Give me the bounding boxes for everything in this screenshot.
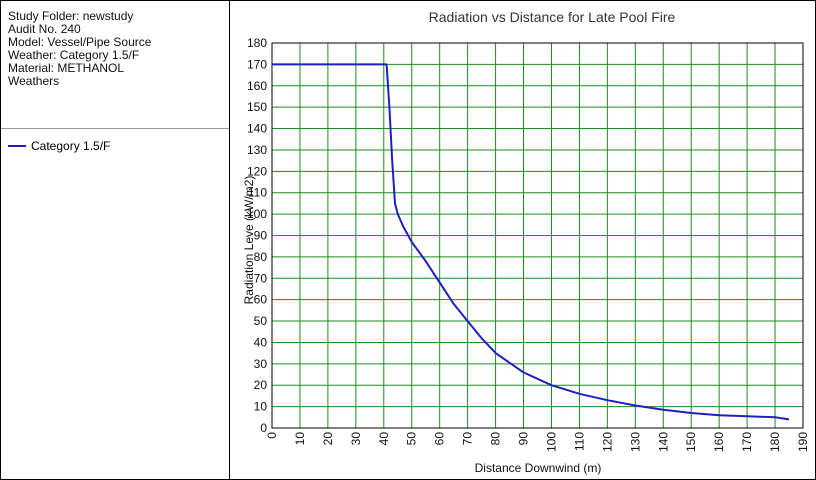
- info-panel: Study Folder: newstudy Audit No. 240 Mod…: [1, 1, 230, 479]
- y-tick-label: 110: [248, 186, 267, 200]
- x-axis-label: Distance Downwind (m): [475, 461, 602, 475]
- y-tick-label: 180: [247, 36, 267, 50]
- y-tick-label: 70: [254, 271, 268, 285]
- legend-swatch: [8, 144, 26, 147]
- x-tick-label: 180: [768, 432, 782, 452]
- info-separator: [1, 128, 229, 129]
- x-tick-label: 30: [349, 432, 363, 446]
- plot-frame: [271, 42, 804, 429]
- x-tick-label: 150: [684, 432, 698, 452]
- x-tick-label: 190: [796, 432, 810, 452]
- x-axis-ticks: 0 10 20 30 40 50 60 70 80 90 100 110 120 130 140 150 160…: [265, 432, 810, 452]
- chart-area: Radiation vs Distance for Late Pool Fire…: [242, 9, 810, 475]
- y-tick-label: 100: [247, 207, 267, 221]
- x-tick-label: 0: [265, 432, 279, 439]
- y-tick-label: 20: [254, 378, 268, 392]
- y-tick-label: 80: [254, 250, 268, 264]
- series-line-category-1-5-f: [272, 63, 790, 421]
- y-tick-label: 0: [260, 421, 267, 435]
- y-axis-label: Radiation Leve (kW/m2): [242, 176, 256, 305]
- weather-text: Weather: Category 1.5/F: [8, 48, 140, 62]
- material-text: Material: METHANOL: [8, 61, 125, 75]
- y-tick-label: 120: [247, 164, 267, 178]
- x-tick-label: 60: [433, 432, 447, 446]
- y-tick-label: 140: [247, 122, 267, 136]
- x-tick-label: 120: [600, 432, 614, 452]
- legend[interactable]: Category 1.5/F: [8, 138, 111, 153]
- series-layer: [272, 63, 790, 421]
- x-tick-label: 80: [489, 432, 503, 446]
- x-tick-label: 20: [321, 432, 335, 446]
- x-tick-label: 110: [572, 432, 586, 451]
- audit-number-text: Audit No. 240: [8, 22, 81, 36]
- y-tick-label: 10: [254, 400, 268, 414]
- y-tick-label: 50: [254, 314, 268, 328]
- grid: [272, 43, 803, 428]
- y-tick-label: 150: [247, 100, 267, 114]
- study-info: Study Folder: newstudy Audit No. 240 Mod…: [8, 10, 223, 88]
- x-tick-label: 130: [628, 432, 642, 452]
- study-folder-text: Study Folder: newstudy: [8, 9, 134, 23]
- x-tick-label: 50: [405, 432, 419, 446]
- y-tick-label: 130: [247, 143, 267, 157]
- x-tick-label: 70: [461, 432, 475, 446]
- x-tick-label: 140: [656, 432, 670, 452]
- y-tick-label: 90: [254, 229, 268, 243]
- model-text: Model: Vessel/Pipe Source: [8, 35, 152, 49]
- x-tick-label: 170: [740, 432, 754, 452]
- chart-title: Radiation vs Distance for Late Pool Fire: [429, 9, 676, 25]
- y-tick-label: 170: [247, 57, 267, 71]
- y-tick-label: 60: [254, 293, 268, 307]
- x-tick-label: 100: [544, 432, 558, 452]
- x-tick-label: 160: [712, 432, 726, 452]
- weathers-text: Weathers: [8, 74, 60, 88]
- y-axis-ticks: 0 10 20 30 40 50 60 70 80 90 100 110 120 130 140 150 160…: [247, 36, 267, 435]
- y-tick-label: 160: [247, 79, 267, 93]
- y-tick-label: 40: [254, 335, 268, 349]
- x-tick-label: 90: [517, 432, 531, 446]
- legend-label: Category 1.5/F: [31, 138, 111, 153]
- y-tick-label: 30: [254, 357, 268, 371]
- x-tick-label: 10: [293, 432, 307, 446]
- x-tick-label: 40: [377, 432, 391, 446]
